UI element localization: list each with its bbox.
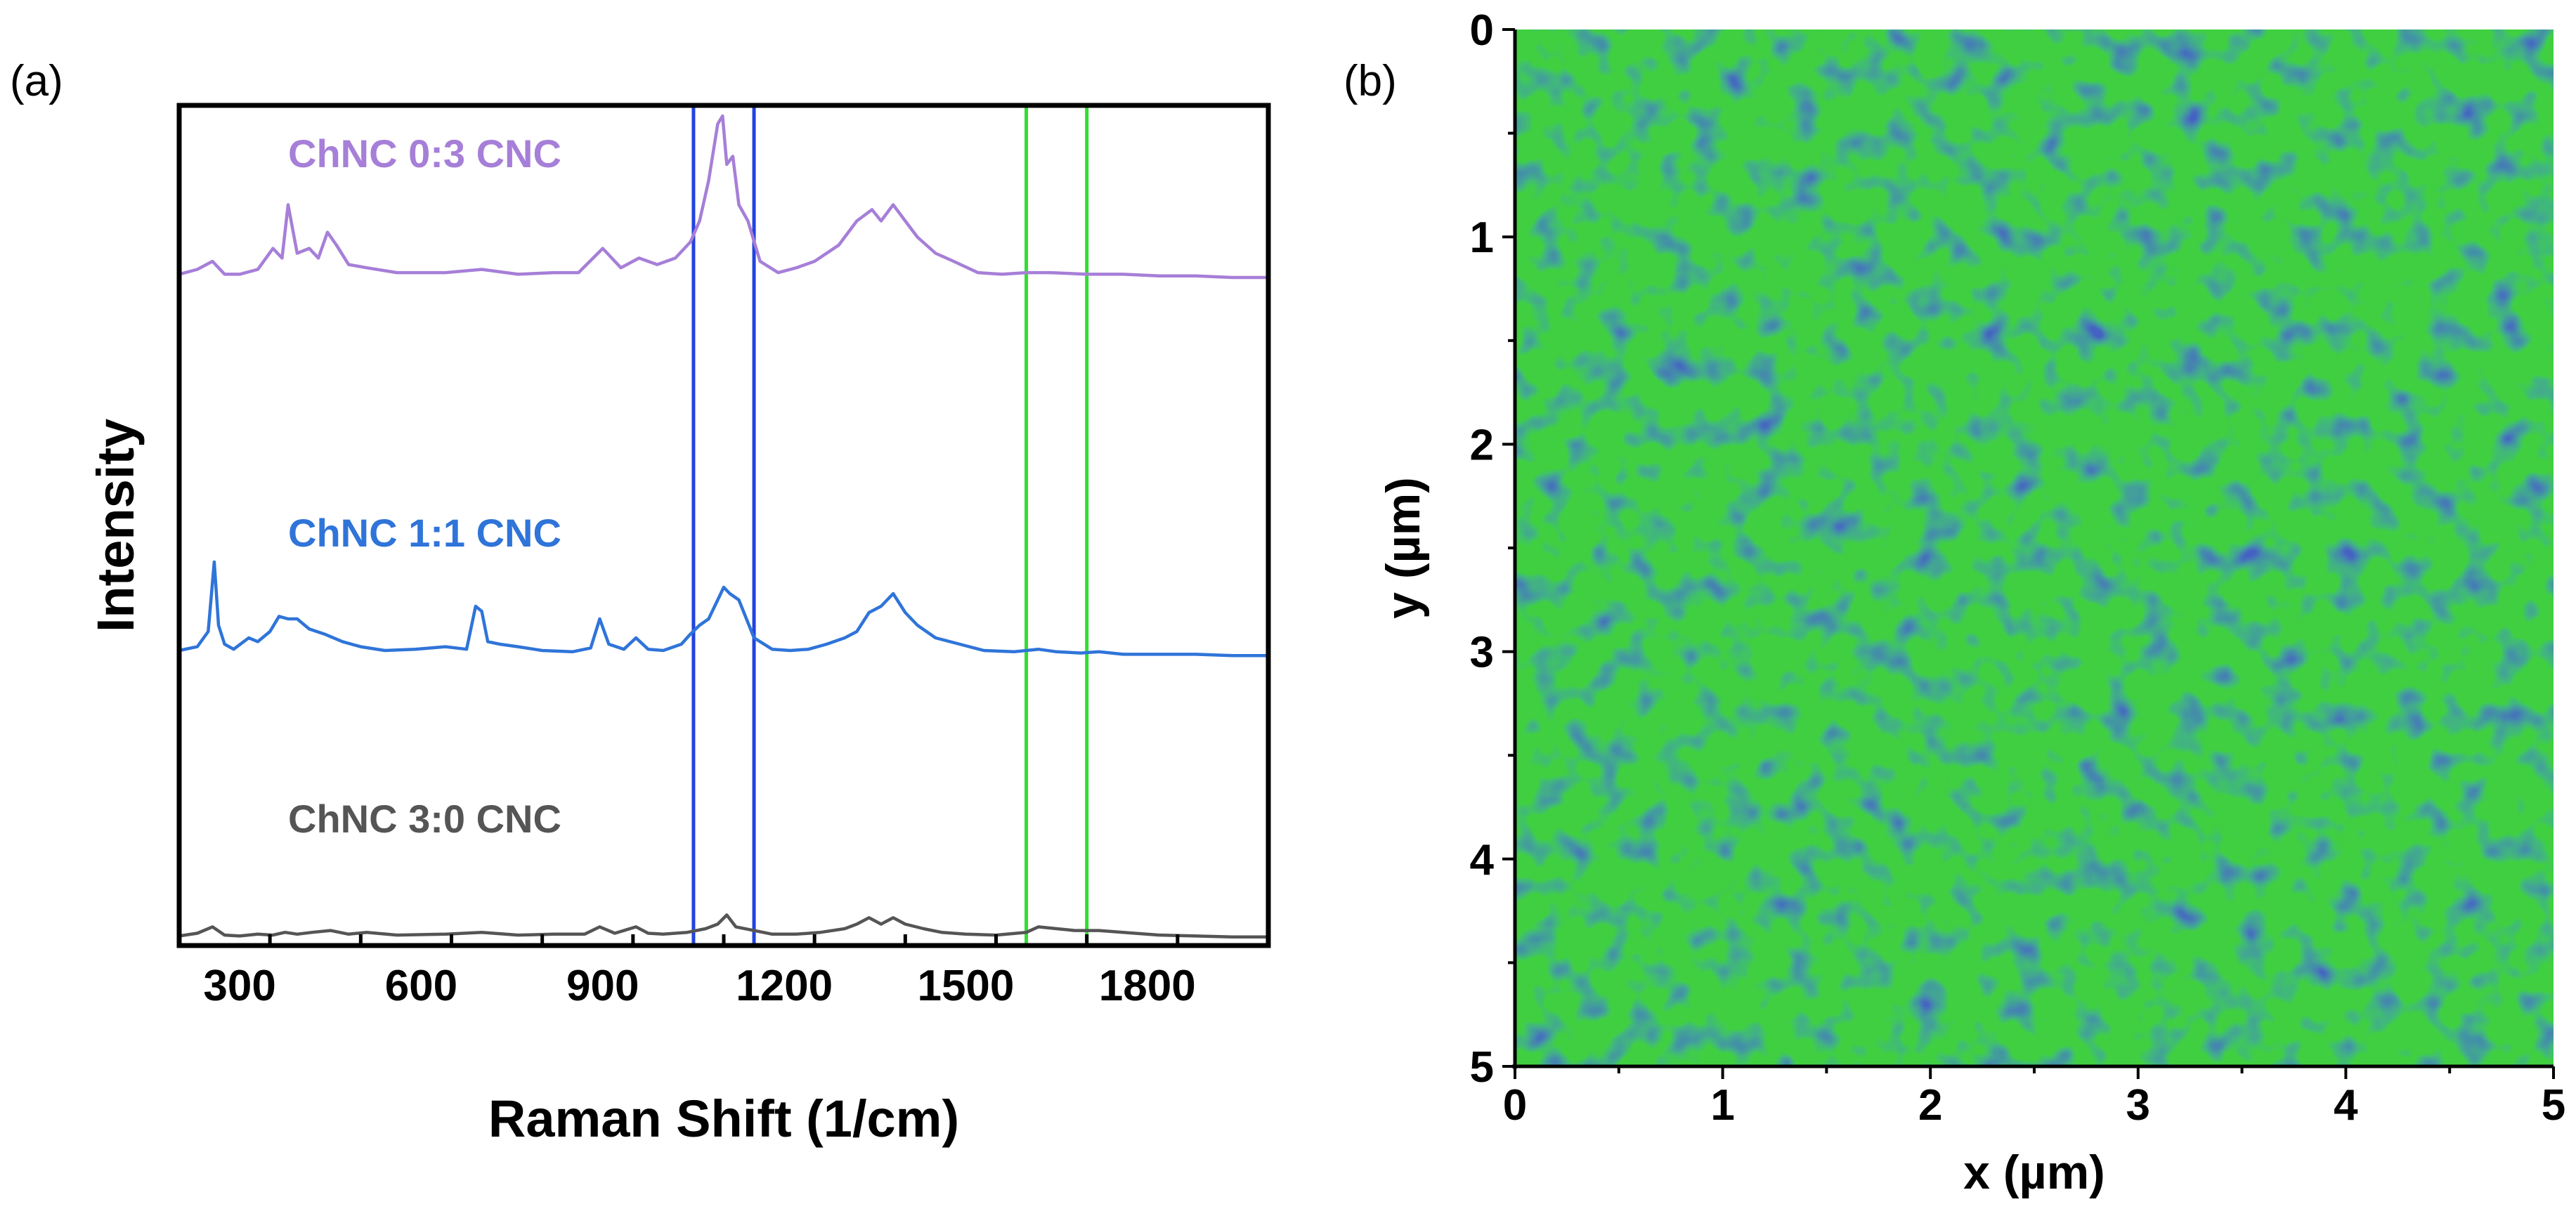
plot-frame (176, 103, 1271, 948)
series-line-0 (178, 114, 1268, 280)
x-tick-label: 900 (566, 962, 639, 1010)
x-tick-label: 1500 (917, 962, 1014, 1010)
x-tick-label: 2 (1918, 1081, 1942, 1130)
x-tick-label: 1200 (736, 962, 833, 1010)
y-tick-label: 3 (1470, 629, 1494, 677)
series-label-1: ChNC 1:1 CNC (288, 511, 561, 555)
series-line-2 (178, 913, 1268, 939)
heatmap (1515, 30, 2554, 1066)
heatmap-image (1515, 30, 2554, 1066)
x-tick-label: 1800 (1099, 962, 1196, 1010)
panel-b-label: (b) (1344, 57, 1397, 105)
spectra-plot: ChNC 0:3 CNC ChNC 1:1 CNC ChNC 3:0 CNC 300 6… (177, 105, 1270, 1010)
panel-a: (a) ChNC 0:3 CNC ChNC 1:1 CNC ChNC 3:0 CNC… (10, 57, 1271, 1148)
x-tick-label: 4 (2334, 1081, 2358, 1130)
heatmap-y-title: y (µm) (1377, 477, 1430, 619)
x-tick-label: 300 (203, 962, 275, 1010)
y-tick-label: 4 (1470, 836, 1495, 884)
series-label-2: ChNC 3:0 CNC (288, 797, 561, 841)
series-line-1 (178, 560, 1268, 658)
x-tick-label: 600 (385, 962, 457, 1010)
x-tick-label: 1 (1710, 1081, 1734, 1130)
x-tick-label: 3 (2126, 1081, 2150, 1130)
y-tick-label: 2 (1470, 421, 1494, 469)
y-tick-label: 1 (1470, 214, 1494, 262)
y-tick-label: 5 (1470, 1043, 1494, 1092)
series-label-0: ChNC 0:3 CNC (288, 131, 561, 176)
panel-a-label: (a) (10, 57, 63, 105)
heatmap-x-title: x (µm) (1963, 1146, 2105, 1199)
y-tick-label: 0 (1470, 6, 1494, 55)
x-tick-label: 0 (1503, 1081, 1527, 1130)
x-axis-title: Raman Shift (1/cm) (488, 1090, 959, 1148)
x-tick-label: 5 (2542, 1081, 2565, 1130)
y-axis-title: Intensity (86, 419, 145, 632)
